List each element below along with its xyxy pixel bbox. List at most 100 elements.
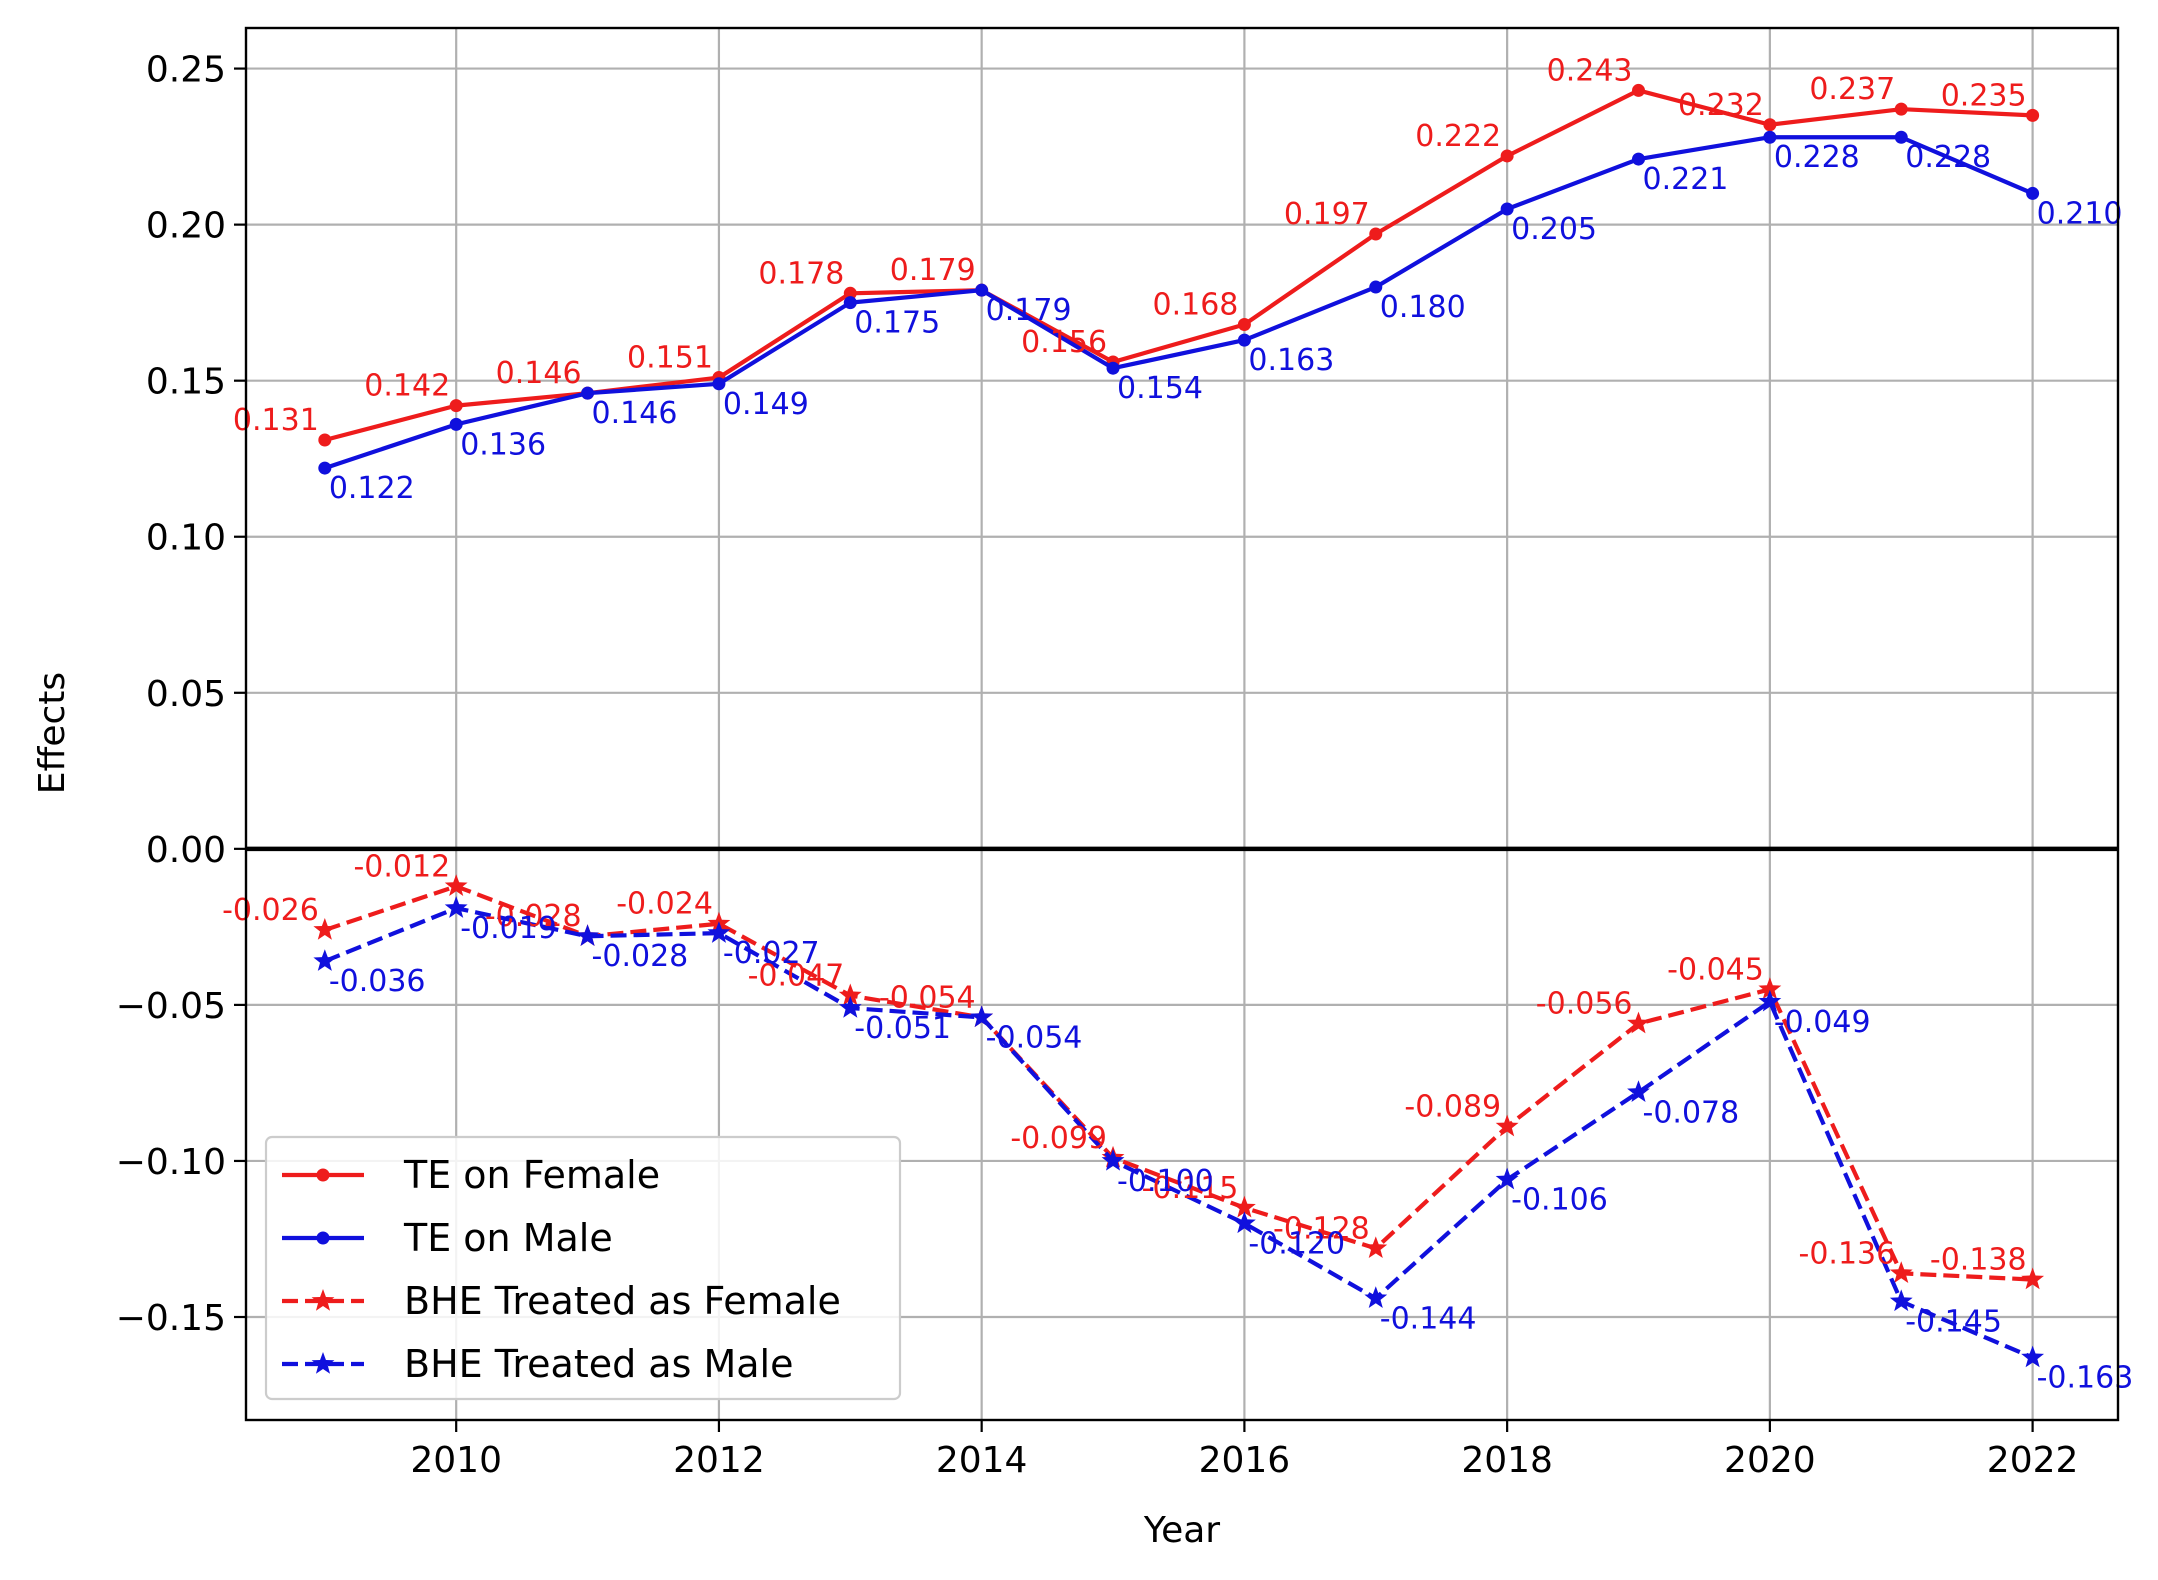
- x-tick-label: 2012: [673, 1440, 765, 1481]
- x-tick-label: 2010: [410, 1440, 502, 1481]
- data-label: -0.028: [592, 939, 689, 974]
- data-point-star: [1101, 1148, 1125, 1171]
- data-point: [318, 461, 332, 475]
- y-tick-label: 0.25: [146, 50, 226, 91]
- data-point-star: [838, 983, 862, 1006]
- data-label: 0.175: [854, 306, 940, 341]
- data-label: -0.100: [1117, 1164, 1214, 1199]
- data-label: -0.027: [723, 936, 820, 971]
- y-tick-label: −0.10: [116, 1142, 226, 1183]
- data-point-star: [1364, 1236, 1388, 1259]
- x-tick-label: 2016: [1199, 1440, 1291, 1481]
- data-point-star: [313, 949, 337, 971]
- data-point-star: [970, 1005, 994, 1028]
- data-point: [449, 417, 463, 431]
- data-label: -0.056: [1536, 987, 1633, 1022]
- x-tick-label: 2020: [1724, 1440, 1816, 1481]
- series-line-1: [324, 135, 2034, 471]
- data-label: -0.106: [1511, 1183, 1608, 1218]
- y-tick-label: −0.15: [116, 1298, 226, 1339]
- data-point-star: [1627, 1011, 1650, 1034]
- data-point: [1237, 318, 1251, 332]
- data-point-star: [1364, 1286, 1388, 1308]
- data-label: 0.237: [1809, 72, 1895, 107]
- data-label: 0.222: [1415, 119, 1501, 154]
- data-label: 0.136: [460, 427, 546, 462]
- legend: TE on Female TE on Male BHE Treated as Fem…: [264, 1135, 902, 1401]
- x-axis-ticks: 2010 2012 2014 2016 2018 2020 2022: [410, 1420, 2078, 1481]
- data-point: [2026, 108, 2040, 122]
- data-label: 0.210: [2037, 196, 2123, 231]
- data-point: [1237, 333, 1251, 347]
- plot-border: [244, 26, 2120, 1422]
- data-label: 0.228: [1905, 140, 1991, 175]
- data-point: [318, 433, 332, 447]
- data-label: -0.138: [1930, 1243, 2027, 1278]
- data-point: [1106, 361, 1120, 375]
- data-point: [1369, 227, 1383, 241]
- data-point: [1632, 83, 1646, 97]
- data-point: [1763, 118, 1777, 132]
- data-label: 0.243: [1547, 53, 1633, 88]
- data-label: -0.051: [854, 1011, 951, 1046]
- data-label: -0.144: [1380, 1301, 1477, 1336]
- x-tick-label: 2018: [1461, 1440, 1553, 1481]
- data-point: [1500, 202, 1514, 216]
- data-label: -0.128: [1273, 1211, 1370, 1246]
- data-label: -0.049: [1774, 1005, 1871, 1040]
- data-label: -0.089: [1404, 1090, 1501, 1125]
- data-point-star: [1889, 1289, 1913, 1312]
- data-label: 0.228: [1774, 140, 1860, 175]
- data-point-star: [313, 917, 337, 940]
- data-label: -0.024: [616, 887, 713, 922]
- data-label: -0.078: [1643, 1095, 1740, 1130]
- data-point: [843, 296, 857, 310]
- data-point-star: [2021, 1345, 2045, 1368]
- data-label: 0.180: [1380, 290, 1466, 325]
- data-point: [581, 386, 595, 400]
- data-label: -0.120: [1248, 1226, 1345, 1261]
- data-point-star: [444, 896, 468, 918]
- data-label: 0.168: [1153, 288, 1239, 323]
- series-lines: [313, 83, 2045, 1368]
- data-label: 0.197: [1284, 197, 1370, 232]
- data-label: -0.145: [1905, 1304, 2002, 1339]
- data-point: [843, 286, 857, 300]
- data-point-star: [838, 996, 862, 1018]
- data-point-star: [576, 924, 599, 946]
- data-label: 0.232: [1678, 88, 1764, 123]
- legend-marker: [316, 1168, 330, 1182]
- data-label: 0.179: [986, 293, 1072, 328]
- data-label: 0.221: [1643, 162, 1729, 197]
- legend-marker: [316, 1231, 330, 1245]
- data-label: 0.122: [329, 471, 415, 506]
- data-label: -0.115: [1142, 1171, 1239, 1206]
- x-tick-label: 2022: [1987, 1440, 2079, 1481]
- legend-label: BHE Treated as Female: [404, 1279, 841, 1323]
- data-point: [2026, 186, 2040, 200]
- data-label: -0.012: [353, 849, 450, 884]
- data-label: 0.149: [723, 387, 809, 422]
- data-point-star: [1758, 989, 1782, 1012]
- data-point-star: [444, 874, 468, 896]
- data-label: -0.054: [879, 980, 976, 1015]
- data-point: [1500, 149, 1514, 163]
- y-axis-ticks: 0.25 0.20 0.15 0.10 0.05 0.00 −0.05 −0.10 −0.15: [116, 50, 246, 1339]
- x-axis-title: Year: [1143, 1510, 1220, 1551]
- x-tick-label: 2014: [936, 1440, 1028, 1481]
- data-label: -0.019: [460, 911, 557, 946]
- data-label: 0.178: [758, 256, 844, 291]
- data-point-star: [1758, 977, 1782, 999]
- legend-marker-star: [311, 1289, 335, 1311]
- data-point: [1369, 280, 1383, 294]
- legend-marker-star: [311, 1352, 335, 1374]
- data-label: -0.045: [1667, 952, 1764, 987]
- data-point: [1763, 130, 1777, 144]
- legend-label: BHE Treated as Male: [404, 1342, 793, 1386]
- data-label: 0.154: [1117, 371, 1203, 406]
- data-label: 0.131: [233, 403, 319, 438]
- data-label: 0.163: [1248, 343, 1334, 378]
- data-point: [1894, 102, 1908, 116]
- y-tick-label: 0.00: [146, 830, 226, 871]
